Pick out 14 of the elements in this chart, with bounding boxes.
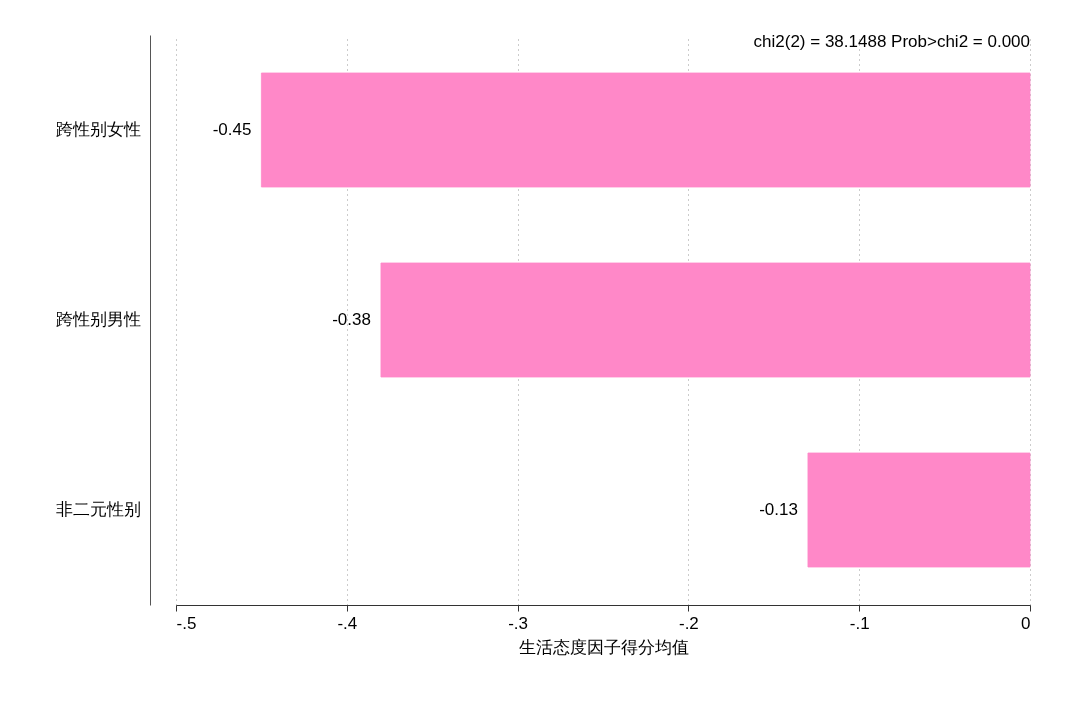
y-tick-label: 跨性别男性 — [55, 310, 141, 329]
x-tick-label: -.1 — [849, 613, 870, 633]
data-label: -0.45 — [212, 120, 252, 139]
x-axis-title: 生活态度因子得分均值 — [518, 637, 689, 657]
x-tick-label: -.3 — [508, 613, 529, 633]
annotation: chi2(2) = 38.1488 Prob>chi2 = 0.000 — [753, 32, 1030, 51]
data-label: -0.13 — [759, 500, 798, 519]
data-label: -0.38 — [332, 310, 371, 329]
x-tick-label: -.5 — [176, 613, 197, 633]
y-tick-label: 非二元性别 — [55, 500, 141, 519]
x-tick-label: 0 — [1021, 613, 1031, 633]
x-tick-label: -.2 — [678, 613, 699, 633]
y-tick-label: 跨性别女性 — [55, 120, 141, 139]
x-tick-label: -.4 — [337, 613, 358, 633]
